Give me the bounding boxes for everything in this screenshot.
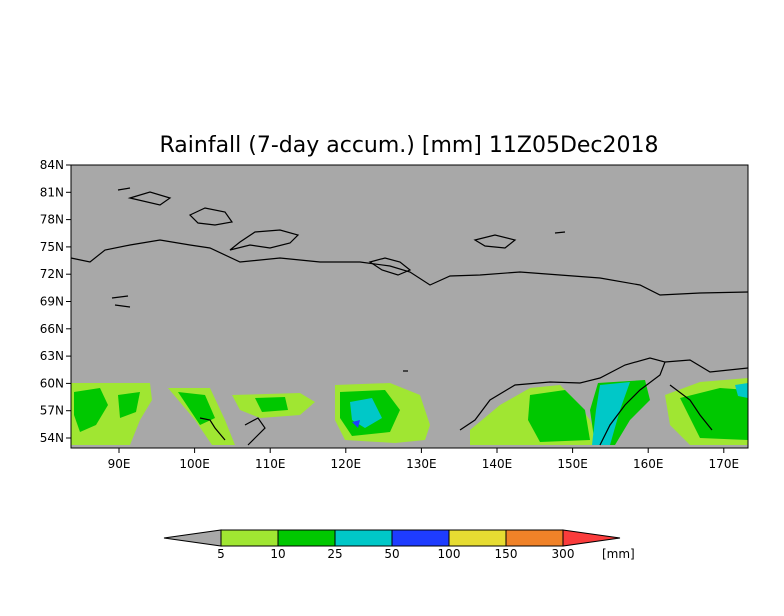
lon-tick-label: 150E — [557, 457, 588, 471]
rain-region-west-core — [74, 388, 108, 432]
colorbar-swatch-6 — [505, 529, 564, 547]
lat-tick-label: 78N — [40, 213, 64, 227]
taymyr-coast — [229, 229, 300, 251]
colorbar-swatch-3 — [334, 529, 393, 547]
lon-tick-label: 100E — [179, 457, 210, 471]
rain-region-baikal-core — [255, 397, 288, 412]
figure-title: Rainfall (7-day accum.) [mm] 11Z05Dec201… — [159, 133, 658, 158]
rain-region-far-east-cyan — [735, 383, 748, 398]
colorbar-label: 50 — [384, 547, 399, 561]
lena-delta — [368, 257, 412, 276]
lat-tick-label: 57N — [40, 404, 64, 418]
lon-tick-label: 170E — [709, 457, 740, 471]
colorbar-swatch-1 — [220, 529, 279, 547]
rain-region-central-blue — [352, 420, 360, 428]
lat-tick-label: 54N — [40, 431, 64, 445]
rain-region-west-core2 — [118, 392, 140, 418]
lon-tick-label: 120E — [331, 457, 362, 471]
arctic-island-1 — [127, 191, 172, 206]
colorbar-label: 10 — [270, 547, 285, 561]
colorbar: 5 10 25 50 100 150 300 [mm] — [163, 529, 635, 561]
lat-tick-label: 72N — [40, 267, 64, 281]
map-frame — [70, 164, 749, 449]
kamchatka-coast — [664, 359, 749, 373]
rain-region-kamchatka-cyan — [592, 382, 630, 445]
rain-region-yenisei-core — [178, 392, 215, 425]
colorbar-swatch-2 — [277, 529, 336, 547]
colorbar-right-arrow — [562, 529, 621, 547]
colorbar-left-arrow — [163, 529, 222, 547]
colorbar-label: 300 — [552, 547, 575, 561]
lat-tick-label: 66N — [40, 322, 64, 336]
arctic-coastline — [70, 239, 749, 296]
lat-tick-label: 81N — [40, 185, 64, 199]
lon-tick-label: 110E — [255, 457, 286, 471]
lat-tick-label: 60N — [40, 376, 64, 390]
lat-tick-label: 84N — [40, 158, 64, 172]
lon-tick-label: 140E — [482, 457, 513, 471]
okhotsk-coast — [459, 357, 666, 446]
yenisei-gulf — [199, 417, 226, 441]
ob-islet — [111, 295, 129, 299]
severnaya-zemlya — [188, 207, 234, 226]
lon-tick-label: 130E — [406, 457, 437, 471]
lat-tick-label: 69N — [40, 295, 64, 309]
arctic-island-2 — [117, 187, 131, 191]
colorbar-label: 5 — [217, 547, 225, 561]
rain-region-okhotsk-core — [528, 390, 590, 442]
new-siberian-islands — [473, 234, 517, 249]
kamchatka-east — [669, 384, 713, 431]
colorbar-swatch-5 — [448, 529, 507, 547]
baikal-shore — [244, 417, 266, 446]
coastlines — [70, 187, 749, 446]
colorbar-swatch-4 — [391, 529, 450, 547]
lon-tick-label: 90E — [108, 457, 131, 471]
colorbar-unit: [mm] — [602, 547, 635, 561]
lat-axis: 84N 81N 78N 75N 72N 69N 66N 63N 60N 57N 54N — [40, 158, 71, 445]
yamal-islet — [114, 304, 131, 308]
colorbar-label: 150 — [495, 547, 518, 561]
lat-tick-label: 63N — [40, 349, 64, 363]
lon-tick-label: 160E — [633, 457, 664, 471]
lon-axis: 90E 100E 110E 120E 130E 140E 150E 160E 170E — [108, 448, 739, 471]
rain-region-far-east-core — [680, 388, 748, 440]
colorbar-label: 100 — [438, 547, 461, 561]
wrangel-island — [554, 231, 566, 234]
colorbar-label: 25 — [327, 547, 342, 561]
lat-tick-label: 75N — [40, 240, 64, 254]
